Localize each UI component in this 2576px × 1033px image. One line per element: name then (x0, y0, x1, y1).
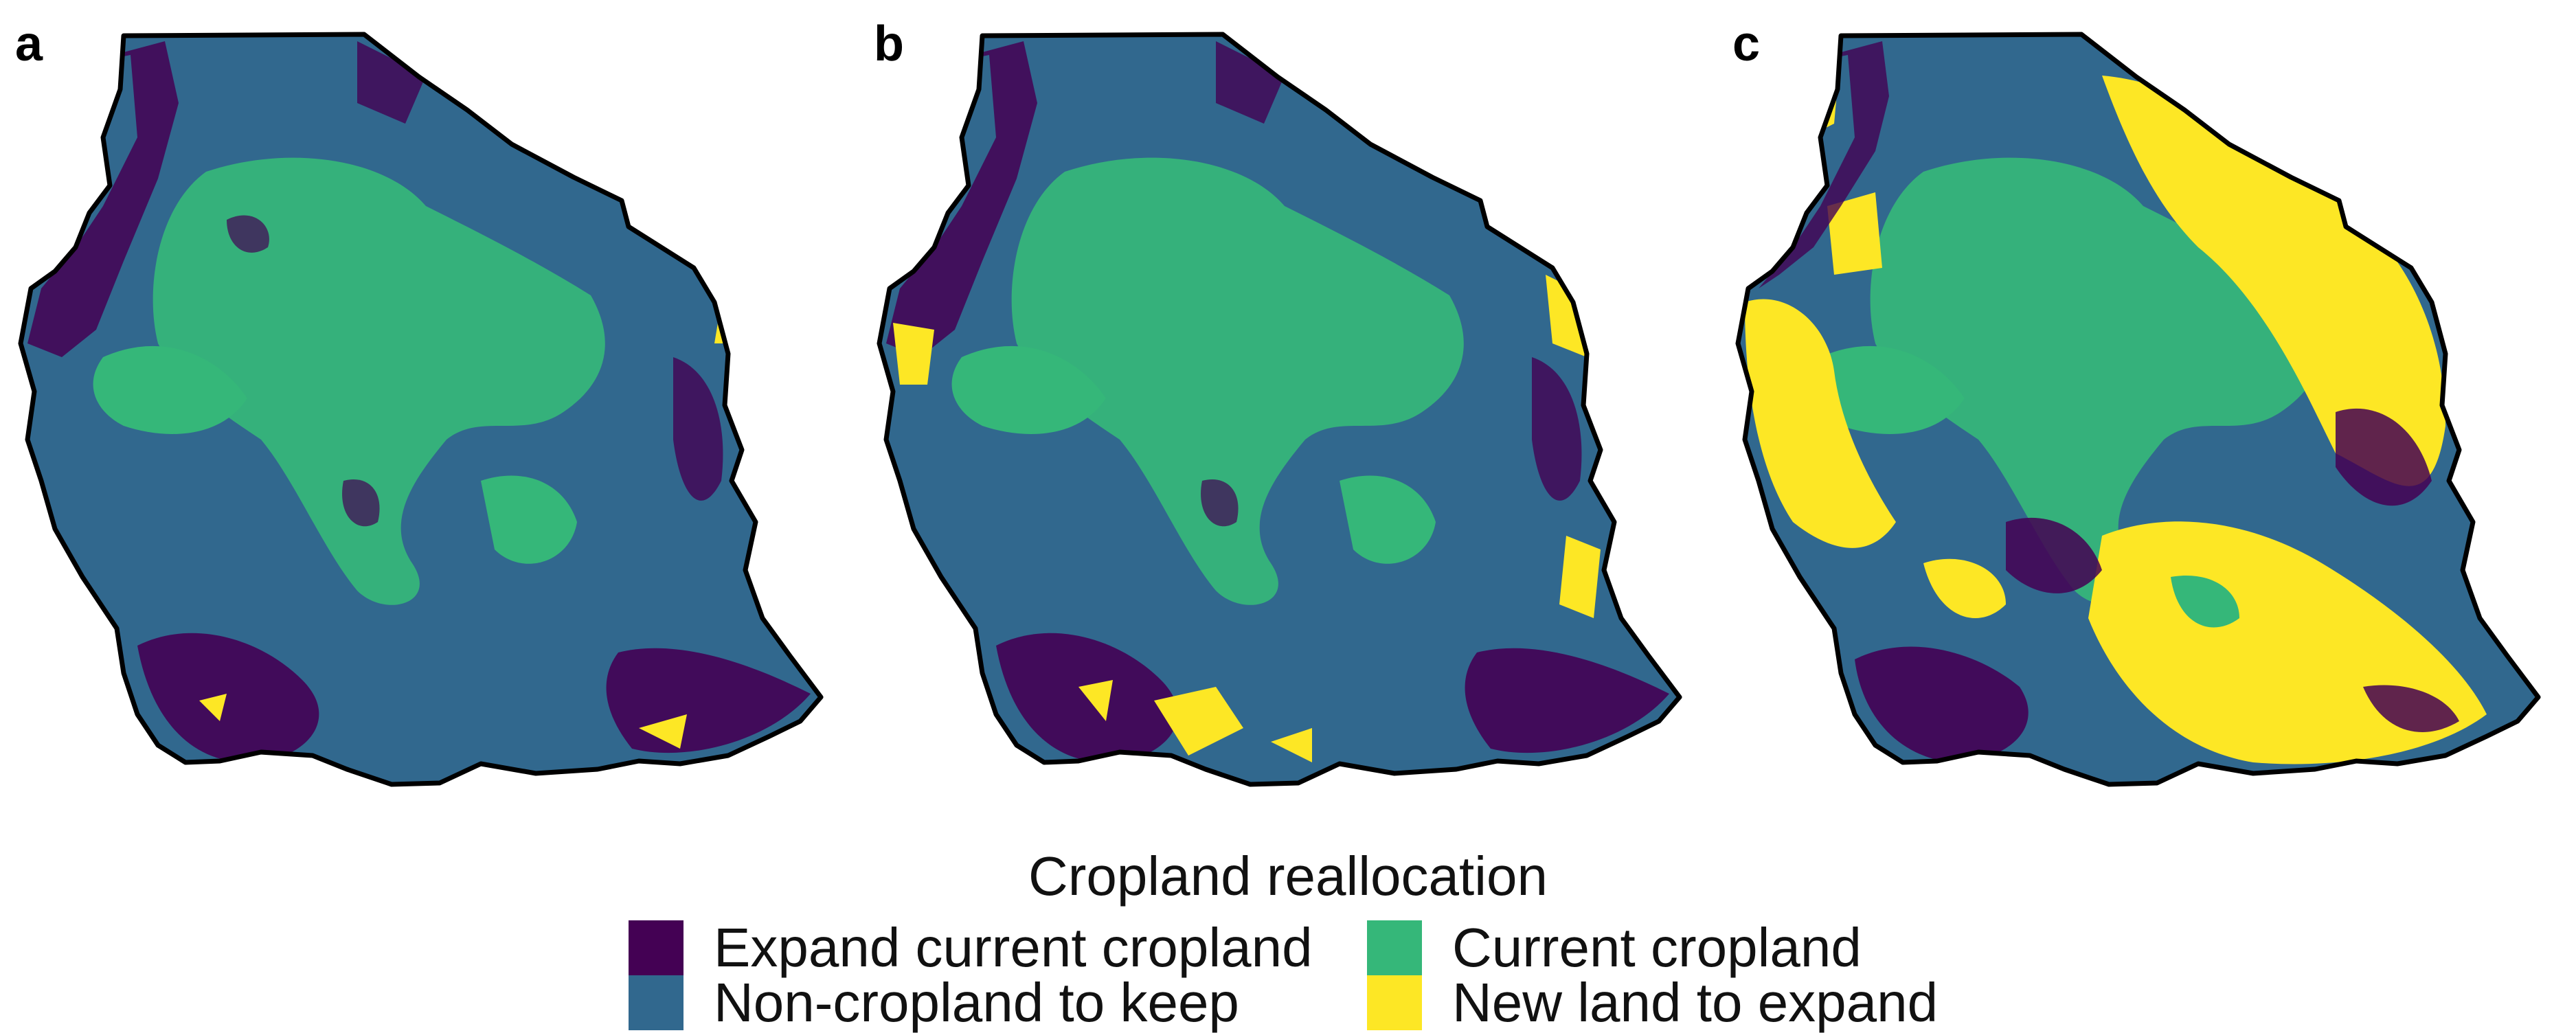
tanzania-map-a (0, 0, 859, 838)
legend-swatch (629, 920, 683, 975)
cropland-regions (27, 41, 811, 762)
legend-item-expand-current-cropland: Expand current cropland (629, 920, 1313, 975)
legend-swatch (1367, 920, 1422, 975)
cropland-regions (1745, 41, 2487, 764)
legend-label: Non-cropland to keep (714, 972, 1239, 1033)
legend-item-current-cropland: Current cropland (1367, 920, 1862, 975)
legend-item-new-land-to-expand: New land to expand (1367, 975, 1938, 1030)
legend-label: Current cropland (1452, 917, 1862, 978)
legend-label: Expand current cropland (714, 917, 1313, 978)
legend-title: Cropland reallocation (1028, 845, 1548, 907)
legend: Cropland reallocation Expand current cro… (0, 849, 2576, 1030)
panel-label: c (1732, 16, 1761, 71)
legend-item-non-cropland-to-keep: Non-cropland to keep (629, 975, 1239, 1030)
map-panel-c: c (1717, 0, 2576, 838)
panel-label: a (15, 16, 43, 71)
legend-swatch (1367, 975, 1422, 1030)
panel-label: b (874, 16, 904, 71)
tanzania-map-c (1717, 0, 2576, 838)
cropland-regions (886, 41, 1669, 762)
map-panel-a: a (0, 0, 859, 838)
legend-label: New land to expand (1452, 972, 1939, 1033)
map-panel-b: b (859, 0, 1717, 838)
tanzania-map-b (859, 0, 1717, 838)
legend-swatch (629, 975, 683, 1030)
